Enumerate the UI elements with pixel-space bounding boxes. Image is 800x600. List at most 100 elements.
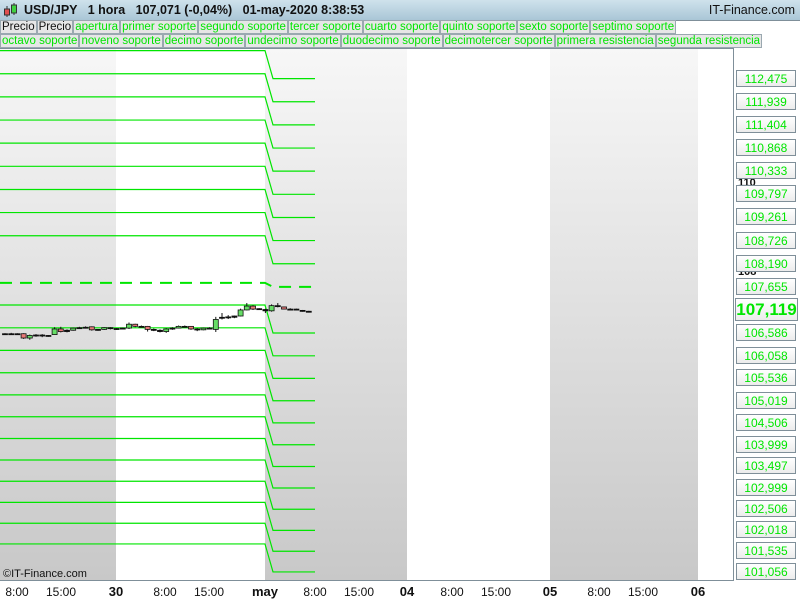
candle-body: [45, 335, 52, 337]
time-tick-label: 04: [399, 584, 415, 599]
candle-body: [82, 326, 89, 329]
level-label: 102,018: [736, 521, 796, 539]
level-label: 101,535: [736, 542, 796, 560]
legend-item[interactable]: cuarto soporte: [362, 20, 441, 34]
chart-title: USD/JPY 1 hora 107,071 (-0,04%) 01-may-2…: [24, 3, 364, 17]
level-line: [0, 501, 315, 531]
candle-body: [20, 333, 27, 339]
candle-body: [88, 326, 95, 331]
level-label: 105,536: [736, 369, 796, 387]
candle-body: [157, 329, 163, 332]
price-change: 107,071 (-0,04%): [135, 3, 233, 17]
level-label: 108,190: [736, 254, 796, 272]
level-line: [0, 480, 315, 510]
level-label: 109,261: [736, 208, 796, 226]
level-label: 101,056: [736, 562, 796, 580]
candle-body: [8, 333, 15, 336]
time-axis: 8:00 15:00 30 8:00 15:00 may 8:00 15:00 04 8:00 15…: [0, 581, 800, 600]
candle-body: [188, 325, 194, 330]
candle-body: [212, 319, 219, 330]
time-tick-label: 15:00: [627, 585, 659, 599]
level-line: [0, 73, 315, 103]
candlestick-logo-icon: [4, 3, 17, 17]
candle-body: [150, 328, 157, 331]
candle-body: [70, 327, 77, 331]
legend-item[interactable]: decimotercer soporte: [442, 34, 555, 48]
time-tick-label: 8:00: [5, 585, 29, 599]
candle-body: [26, 335, 33, 339]
copyright: ©IT-Finance.com: [3, 568, 87, 580]
legend-item[interactable]: sexto soporte: [517, 20, 591, 34]
level-line: [0, 437, 315, 468]
level-label: 111,939: [736, 92, 796, 110]
time-tick-label: 8:00: [440, 585, 464, 599]
candle-body: [2, 333, 8, 336]
candle-body: [243, 305, 250, 311]
time-tick-label: 15:00: [343, 585, 375, 599]
legend-item[interactable]: primer soporte: [120, 20, 199, 34]
candle-body: [95, 328, 101, 331]
level-line: [0, 394, 315, 424]
level-line: [0, 142, 315, 172]
level-label: 102,506: [736, 500, 796, 518]
level-label: 110,333: [736, 162, 796, 180]
level-label: 105,019: [736, 391, 796, 409]
candle-body: [200, 327, 207, 331]
level-label: 106,058: [736, 346, 796, 364]
candle-body: [231, 315, 238, 318]
timeframe: 1 hora: [87, 3, 126, 17]
legend-item[interactable]: segunda resistencia: [655, 34, 763, 48]
candle-body: [144, 325, 151, 330]
candle-body: [274, 305, 281, 308]
level-line: [0, 235, 315, 265]
candle-body: [101, 327, 108, 330]
candle-body: [268, 305, 275, 312]
legend-item[interactable]: septimo soporte: [590, 20, 677, 34]
level-label: 104,506: [736, 413, 796, 431]
candle-body: [181, 325, 188, 328]
candle-body: [237, 309, 244, 317]
candle-body: [225, 316, 232, 319]
candle-body: [138, 325, 145, 328]
candle-body: [262, 309, 269, 312]
level-line: [0, 416, 315, 446]
legend-row-2: octavo soporte noveno soporte decimo sopor…: [0, 34, 763, 48]
legend-item[interactable]: Precio: [36, 20, 74, 34]
level-line: [0, 50, 315, 80]
legend-item[interactable]: duodecimo soporte: [340, 34, 443, 48]
legend-item[interactable]: primera resistencia: [554, 34, 656, 48]
candle-body: [119, 327, 126, 330]
candle-body: [39, 334, 46, 337]
level-line: [0, 459, 315, 489]
brand: IT-Finance.com: [708, 3, 795, 17]
level-label: 106,586: [736, 324, 796, 342]
level-line: [0, 188, 315, 219]
chart-plot-area[interactable]: [0, 48, 734, 581]
level-label: 109,797: [736, 185, 796, 203]
candle-body: [293, 308, 300, 311]
level-line: [0, 211, 315, 242]
candle-body: [169, 327, 176, 330]
level-label: 111,404: [736, 115, 796, 133]
legend-item[interactable]: undecimo soporte: [245, 34, 341, 48]
time-tick-label: 30: [108, 584, 124, 599]
weekend-shade: [0, 49, 116, 580]
legend-item[interactable]: decimo soporte: [162, 34, 246, 48]
legend-item[interactable]: noveno soporte: [79, 34, 163, 48]
level-label: 102,999: [736, 478, 796, 496]
candle-body: [163, 328, 170, 332]
time-tick-label: 15:00: [480, 585, 512, 599]
candle-body: [76, 327, 83, 330]
time-tick-label: 8:00: [153, 585, 177, 599]
level-line: [0, 281, 315, 288]
legend-item[interactable]: tercer soporte: [287, 20, 363, 34]
legend-item[interactable]: segundo soporte: [198, 20, 288, 34]
legend-item[interactable]: octavo soporte: [0, 34, 80, 48]
level-label: 110,868: [736, 139, 796, 157]
legend-item[interactable]: Precio: [0, 20, 37, 34]
title-bar: USD/JPY 1 hora 107,071 (-0,04%) 01-may-2…: [0, 0, 800, 21]
candle-body: [126, 323, 132, 329]
legend-item[interactable]: quinto soporte: [440, 20, 518, 34]
candle-body: [194, 328, 201, 331]
legend-item[interactable]: apertura: [73, 20, 121, 34]
